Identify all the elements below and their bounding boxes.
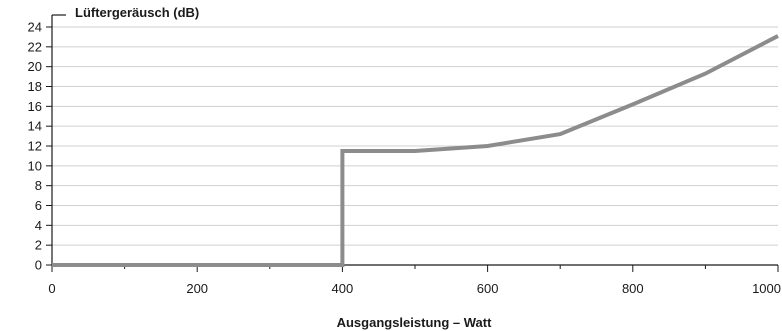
series-line-0 [52,34,779,267]
x-tick-label-600: 600 [477,281,499,296]
x-tick-label-400: 400 [332,281,354,296]
label-layer: Lüftergeräusch (dB) Ausgangsleistung – W… [28,5,781,330]
x-tick-label-0: 0 [48,281,55,296]
y-tick-label-18: 18 [28,79,42,94]
grid-layer [52,26,778,246]
y-tick-label-8: 8 [35,178,42,193]
y-tick-label-12: 12 [28,139,42,154]
x-tick-label-1000: 1000 [752,281,781,296]
y-tick-label-10: 10 [28,158,42,173]
series-layer [52,34,779,267]
y-tick-label-20: 20 [28,59,42,74]
y-tick-label-2: 2 [35,238,42,253]
x-tick-label-200: 200 [186,281,208,296]
y-tick-label-14: 14 [28,119,42,134]
x-tick-label-800: 800 [622,281,644,296]
y-tick-label-6: 6 [35,198,42,213]
axis-layer [46,14,779,272]
y-tick-label-0: 0 [35,258,42,273]
y-tick-label-24: 24 [28,20,42,35]
y-tick-label-4: 4 [35,218,42,233]
x-axis-title: Ausgangsleistung – Watt [337,315,492,330]
y-tick-label-16: 16 [28,99,42,114]
y-axis-title: Lüftergeräusch (dB) [75,5,199,20]
y-tick-label-22: 22 [28,39,42,54]
